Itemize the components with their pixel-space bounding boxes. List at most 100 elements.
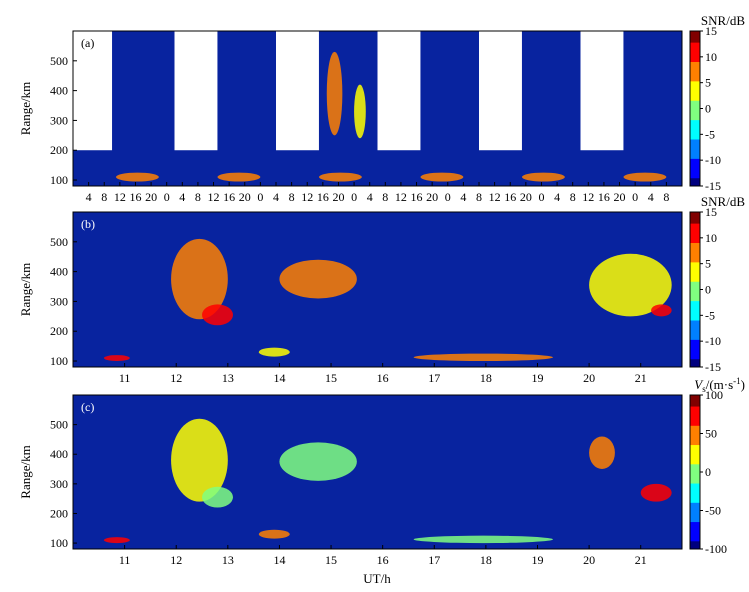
- colorbar-segment: [690, 281, 700, 287]
- colorbar-segment: [690, 85, 700, 90]
- colorbar-segment: [690, 316, 700, 321]
- colorbar-segment: [690, 448, 700, 454]
- y-tick-label: 300: [50, 294, 68, 308]
- x-tick-label: 8: [101, 190, 107, 204]
- y-tick-label: 200: [50, 324, 68, 338]
- x-tick-label: 0: [632, 190, 638, 204]
- colorbar-segment: [690, 77, 700, 82]
- colorbar-segment: [690, 120, 700, 125]
- colorbar-tick-label: 15: [705, 205, 717, 219]
- colorbar-segment: [690, 347, 700, 352]
- colorbar-tick-label: -10: [705, 334, 721, 348]
- colorbar-segment: [690, 227, 700, 232]
- x-tick-label: 0: [164, 190, 170, 204]
- colorbar-segment: [690, 219, 700, 225]
- x-tick-label: 11: [119, 553, 131, 567]
- colorbar-segment: [690, 487, 700, 492]
- colorbar-segment: [690, 293, 700, 298]
- echo-region: [651, 304, 672, 317]
- colorbar-segment: [690, 502, 700, 508]
- echo-region: [115, 172, 159, 182]
- colorbar-segment: [690, 475, 700, 481]
- x-tick-label: 16: [377, 371, 389, 385]
- colorbar-segment: [690, 339, 700, 345]
- x-tick-label: 12: [489, 190, 501, 204]
- colorbar-segment: [690, 65, 700, 71]
- colorbar-tick-label: 5: [705, 76, 711, 90]
- x-tick-label: 12: [582, 190, 594, 204]
- x-tick-label: 8: [382, 190, 388, 204]
- colorbar-segment: [690, 131, 700, 137]
- colorbar-tick-label: -100: [705, 542, 727, 556]
- colorbar-segment: [690, 441, 700, 446]
- colorbar-segment: [690, 406, 700, 411]
- colorbar-segment: [690, 495, 700, 500]
- x-tick-label: 13: [222, 371, 234, 385]
- echo-region: [413, 535, 553, 544]
- colorbar-segment: [690, 514, 700, 519]
- colorbar-label: SNR/dB: [701, 194, 745, 209]
- colorbar-segment: [690, 301, 700, 306]
- colorbar-segment: [690, 166, 700, 171]
- colorbar-segment: [690, 305, 700, 310]
- x-tick-label: 16: [129, 190, 141, 204]
- echo-region: [354, 84, 366, 139]
- colorbar-segment: [690, 479, 700, 485]
- no-data-block: [377, 31, 421, 151]
- colorbar-segment: [690, 93, 700, 98]
- x-tick-label: 19: [531, 371, 543, 385]
- colorbar-segment: [690, 510, 700, 515]
- colorbar-segment: [690, 81, 700, 86]
- colorbar-segment: [690, 162, 700, 168]
- no-data-block: [73, 31, 113, 151]
- x-tick-label: 14: [273, 553, 285, 567]
- colorbar-tick-label: 10: [705, 231, 717, 245]
- x-tick-label: 20: [332, 190, 344, 204]
- colorbar-segment: [690, 437, 700, 442]
- colorbar-segment: [690, 456, 700, 461]
- colorbar-segment: [690, 158, 700, 164]
- no-data-block: [580, 31, 624, 151]
- colorbar-segment: [690, 135, 700, 140]
- y-tick-label: 500: [50, 235, 68, 249]
- x-tick-label: 12: [114, 190, 126, 204]
- colorbar-segment: [690, 274, 700, 279]
- x-tick-label: 11: [119, 371, 131, 385]
- colorbar-segment: [690, 73, 700, 78]
- x-tick-label: 12: [395, 190, 407, 204]
- echo-region: [318, 172, 362, 182]
- colorbar-segment: [690, 50, 700, 55]
- x-tick-label: 4: [648, 190, 654, 204]
- colorbar-segment: [690, 498, 700, 504]
- x-tick-label: 0: [257, 190, 263, 204]
- colorbar-segment: [690, 533, 700, 538]
- colorbar-segment: [690, 62, 700, 67]
- echo-region: [103, 355, 130, 362]
- colorbar-segment: [690, 491, 700, 496]
- colorbar-segment: [690, 270, 700, 275]
- echo-region: [258, 347, 290, 357]
- colorbar-segment: [690, 324, 700, 329]
- no-data-block: [276, 31, 319, 151]
- echo-region: [521, 172, 565, 182]
- colorbar-segment: [690, 285, 700, 290]
- plot-frame: [72, 211, 683, 368]
- echo-region: [623, 172, 667, 182]
- colorbar-segment: [690, 34, 700, 40]
- colorbar-segment: [690, 116, 700, 121]
- x-tick-label: 16: [317, 190, 329, 204]
- y-tick-label: 300: [50, 113, 68, 127]
- y-tick-label: 100: [50, 354, 68, 368]
- y-tick-label: 500: [50, 54, 68, 68]
- x-tick-label: 0: [445, 190, 451, 204]
- x-tick-label: 16: [598, 190, 610, 204]
- colorbar-segment: [690, 254, 700, 259]
- colorbar-tick-label: -50: [705, 504, 721, 518]
- x-tick-label: 0: [351, 190, 357, 204]
- colorbar-segment: [690, 529, 700, 535]
- colorbar-segment: [690, 343, 700, 349]
- colorbar-segment: [690, 231, 700, 236]
- x-tick-label: 4: [367, 190, 373, 204]
- colorbar-segment: [690, 445, 700, 450]
